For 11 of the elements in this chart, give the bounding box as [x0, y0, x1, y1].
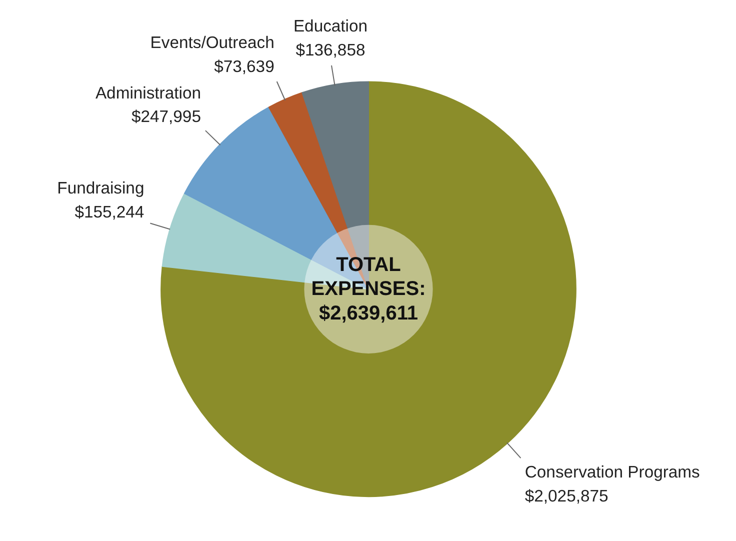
data-label: $136,858 — [296, 40, 366, 60]
slice-label: Fundraising — [57, 178, 144, 198]
slice-label: Events/Outreach — [150, 33, 274, 52]
data-label: $73,639 — [214, 56, 274, 76]
data-label: $2,025,875 — [524, 486, 608, 506]
data-label: $155,244 — [74, 202, 144, 222]
slice-label: Administration — [95, 83, 201, 102]
slice-label: Conservation Programs — [524, 462, 700, 482]
data-label: $247,995 — [132, 107, 201, 126]
slice-label: Education — [293, 16, 368, 36]
text: TOTAL EXPENSES: $2,639,611 — [311, 254, 426, 324]
